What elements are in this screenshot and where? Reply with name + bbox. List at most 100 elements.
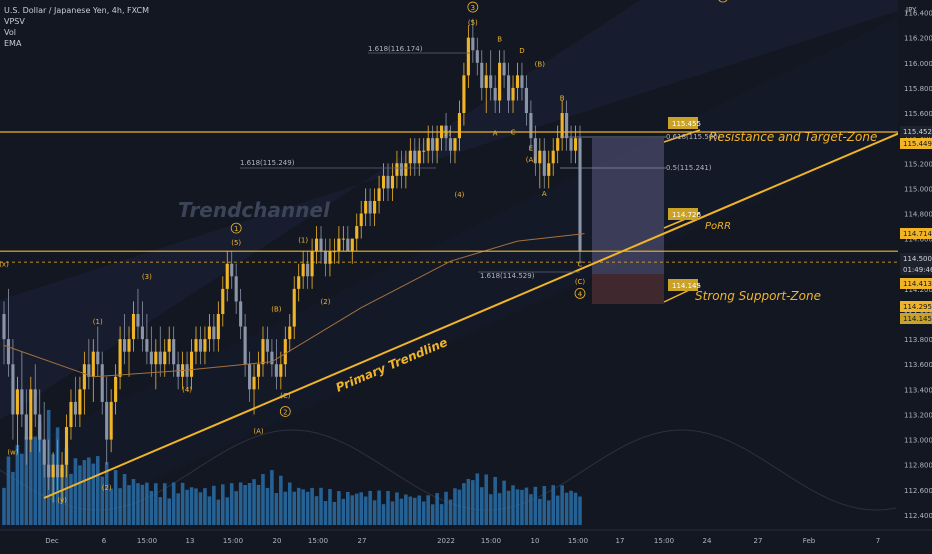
y-tick-label: 116.000 [904, 60, 932, 68]
trendchannel-text: Trendchannel [178, 198, 331, 222]
time-axis-background [0, 530, 932, 550]
candle [105, 376, 109, 465]
candle [230, 251, 234, 289]
candle [502, 50, 506, 88]
volume-bar [381, 504, 386, 525]
target-zone-box [592, 138, 664, 274]
volume-bar [332, 501, 337, 525]
wave-label: A [542, 190, 547, 198]
svg-text:114.413: 114.413 [903, 280, 932, 288]
volume-bar [149, 490, 154, 525]
candle [511, 75, 515, 114]
volume-bar [64, 447, 69, 525]
candle [172, 326, 176, 377]
candle [364, 188, 368, 227]
target-arrow [663, 129, 701, 143]
wave-label: (C) [280, 392, 291, 400]
candle [547, 150, 551, 189]
y-tick-label: 115.000 [904, 185, 932, 193]
candle [127, 326, 131, 377]
badge-114413: 114.413 [900, 278, 932, 289]
volume-bar [533, 486, 538, 525]
volume-bar [408, 496, 413, 525]
volume-bar [310, 487, 314, 525]
x-tick-label: 15:00 [654, 537, 674, 545]
time-axis[interactable]: Dec 6 15:00 13 15:00 20 15:00 27 2022 15:00 10 15:0… [45, 537, 880, 545]
volume-bar [453, 488, 457, 525]
candle [538, 138, 542, 189]
y-tick-label: 115.200 [904, 160, 932, 168]
candle [216, 301, 220, 352]
wave-label: (x) [0, 260, 9, 268]
volume-bar [457, 489, 462, 525]
volume-bar [421, 501, 426, 525]
candle [261, 326, 265, 377]
volume-bar [122, 473, 127, 525]
wave-label: B [560, 94, 565, 102]
wave-label: C [511, 128, 516, 136]
candle [471, 18, 475, 63]
badge-114295: 114.295 [900, 301, 932, 312]
volume-bar [279, 475, 283, 525]
candle [466, 25, 470, 88]
y-tick-label: 113.200 [904, 411, 932, 419]
wave-label: (y) [57, 496, 67, 504]
candle [158, 326, 162, 377]
x-tick-label: Dec [45, 537, 59, 545]
volume-bar [2, 487, 6, 525]
volume-bar [296, 487, 301, 525]
candle [551, 138, 555, 176]
volume-bar [100, 476, 105, 525]
volume-bar [37, 422, 42, 525]
candle [408, 138, 412, 176]
volume-bars [2, 409, 582, 525]
wave-label: B [497, 35, 502, 43]
volume-bar [417, 495, 422, 525]
candle [109, 389, 113, 453]
candle [498, 50, 502, 114]
candle [346, 226, 350, 252]
volume-bar [471, 480, 475, 525]
svg-text:114.726: 114.726 [672, 211, 701, 219]
volume-bar [42, 439, 46, 525]
volume-bar [573, 492, 578, 525]
volume-bar [131, 479, 136, 525]
currency-label: JPY [905, 6, 917, 14]
volume-bar [261, 474, 265, 525]
volume-bar [497, 493, 502, 525]
candle [341, 226, 345, 252]
y-tick-label: 115.800 [904, 85, 932, 93]
badge-114145: 114.145 [900, 313, 932, 324]
candle [288, 313, 292, 352]
candle [395, 150, 399, 189]
candle [578, 125, 582, 264]
volume-bar [109, 488, 113, 525]
volume-bar [33, 436, 38, 525]
volume-bar [292, 491, 297, 525]
volume-bar [506, 490, 511, 525]
y-tick-label: 112.400 [904, 512, 932, 520]
volume-bar [189, 487, 194, 525]
candle [167, 326, 171, 365]
y-tick-label: 116.400 [904, 10, 932, 18]
volume-bar [15, 444, 20, 525]
candle [560, 100, 564, 151]
volume-bar [546, 500, 551, 525]
svg-text:115.455: 115.455 [672, 120, 701, 128]
volume-bar [462, 483, 466, 525]
candle [20, 351, 24, 428]
y-tick-label: 113.600 [904, 361, 932, 369]
indicator-vpsv[interactable]: VPSV [4, 17, 25, 26]
candle [292, 276, 296, 340]
volume-bar [488, 494, 493, 525]
wave-label: (w) [7, 449, 18, 457]
candle [256, 351, 261, 390]
indicator-ema[interactable]: EMA [4, 39, 22, 48]
candle [533, 125, 537, 176]
fib-label: 0.5(115.241) [666, 164, 712, 172]
candle [221, 276, 225, 327]
candle [381, 163, 386, 201]
indicator-vol[interactable]: Vol [4, 28, 16, 37]
